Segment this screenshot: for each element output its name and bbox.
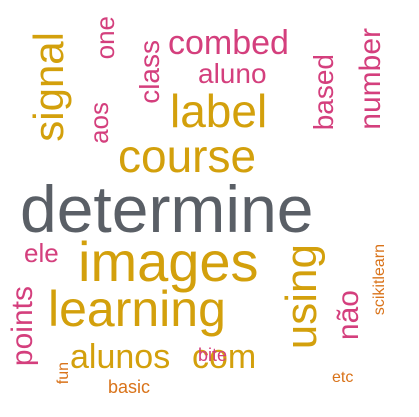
word-number: number [354, 28, 387, 130]
word-learning: learning [48, 281, 226, 337]
word-nao: não [332, 290, 365, 341]
word-ele: ele [24, 238, 59, 268]
word-combed: combed [168, 24, 289, 62]
word-points: points [6, 286, 39, 367]
word-scikitlearn: scikitlearn [371, 244, 388, 316]
word-based: based [308, 54, 339, 131]
word-one: one [90, 16, 120, 60]
word-images: images [78, 230, 259, 293]
word-course: course [118, 130, 257, 182]
word-class: class [134, 40, 165, 104]
word-aos: aos [84, 102, 114, 144]
word-label: label [170, 85, 268, 137]
word-signal: signal [25, 32, 72, 142]
word-fun: fun [55, 362, 72, 385]
word-bite: bite [198, 345, 228, 365]
word-determine: determine [20, 172, 314, 246]
word-basic: basic [108, 377, 151, 397]
word-com: com [192, 338, 257, 376]
word-alunos: alunos [70, 338, 171, 376]
word-etc: etc [332, 369, 354, 386]
word-aluno: aluno [198, 58, 267, 89]
word-using: using [277, 244, 326, 350]
